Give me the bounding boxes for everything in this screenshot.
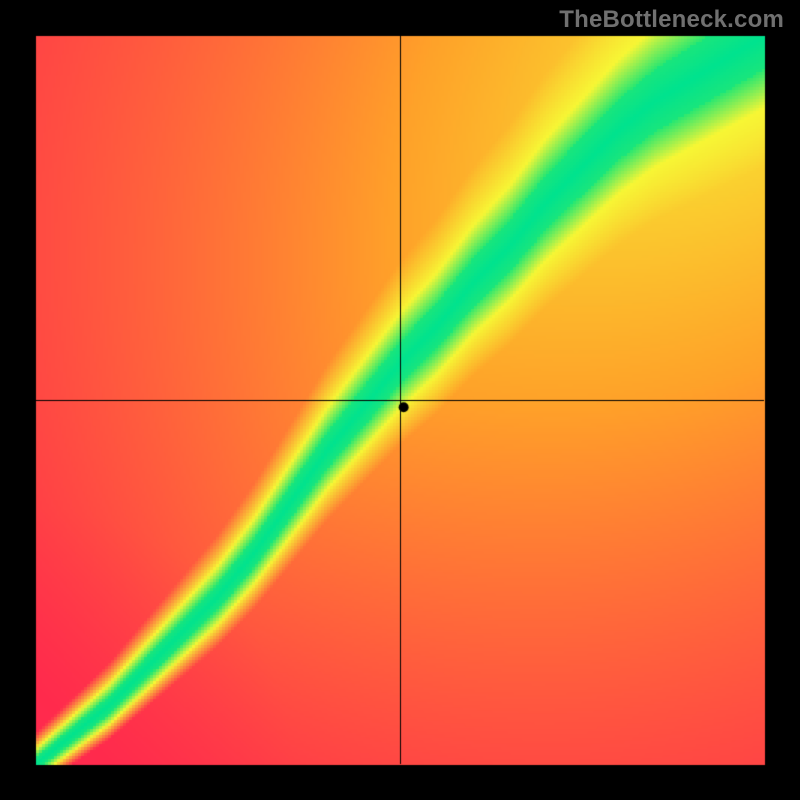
bottleneck-heatmap: [0, 0, 800, 800]
watermark-text: TheBottleneck.com: [559, 6, 784, 34]
